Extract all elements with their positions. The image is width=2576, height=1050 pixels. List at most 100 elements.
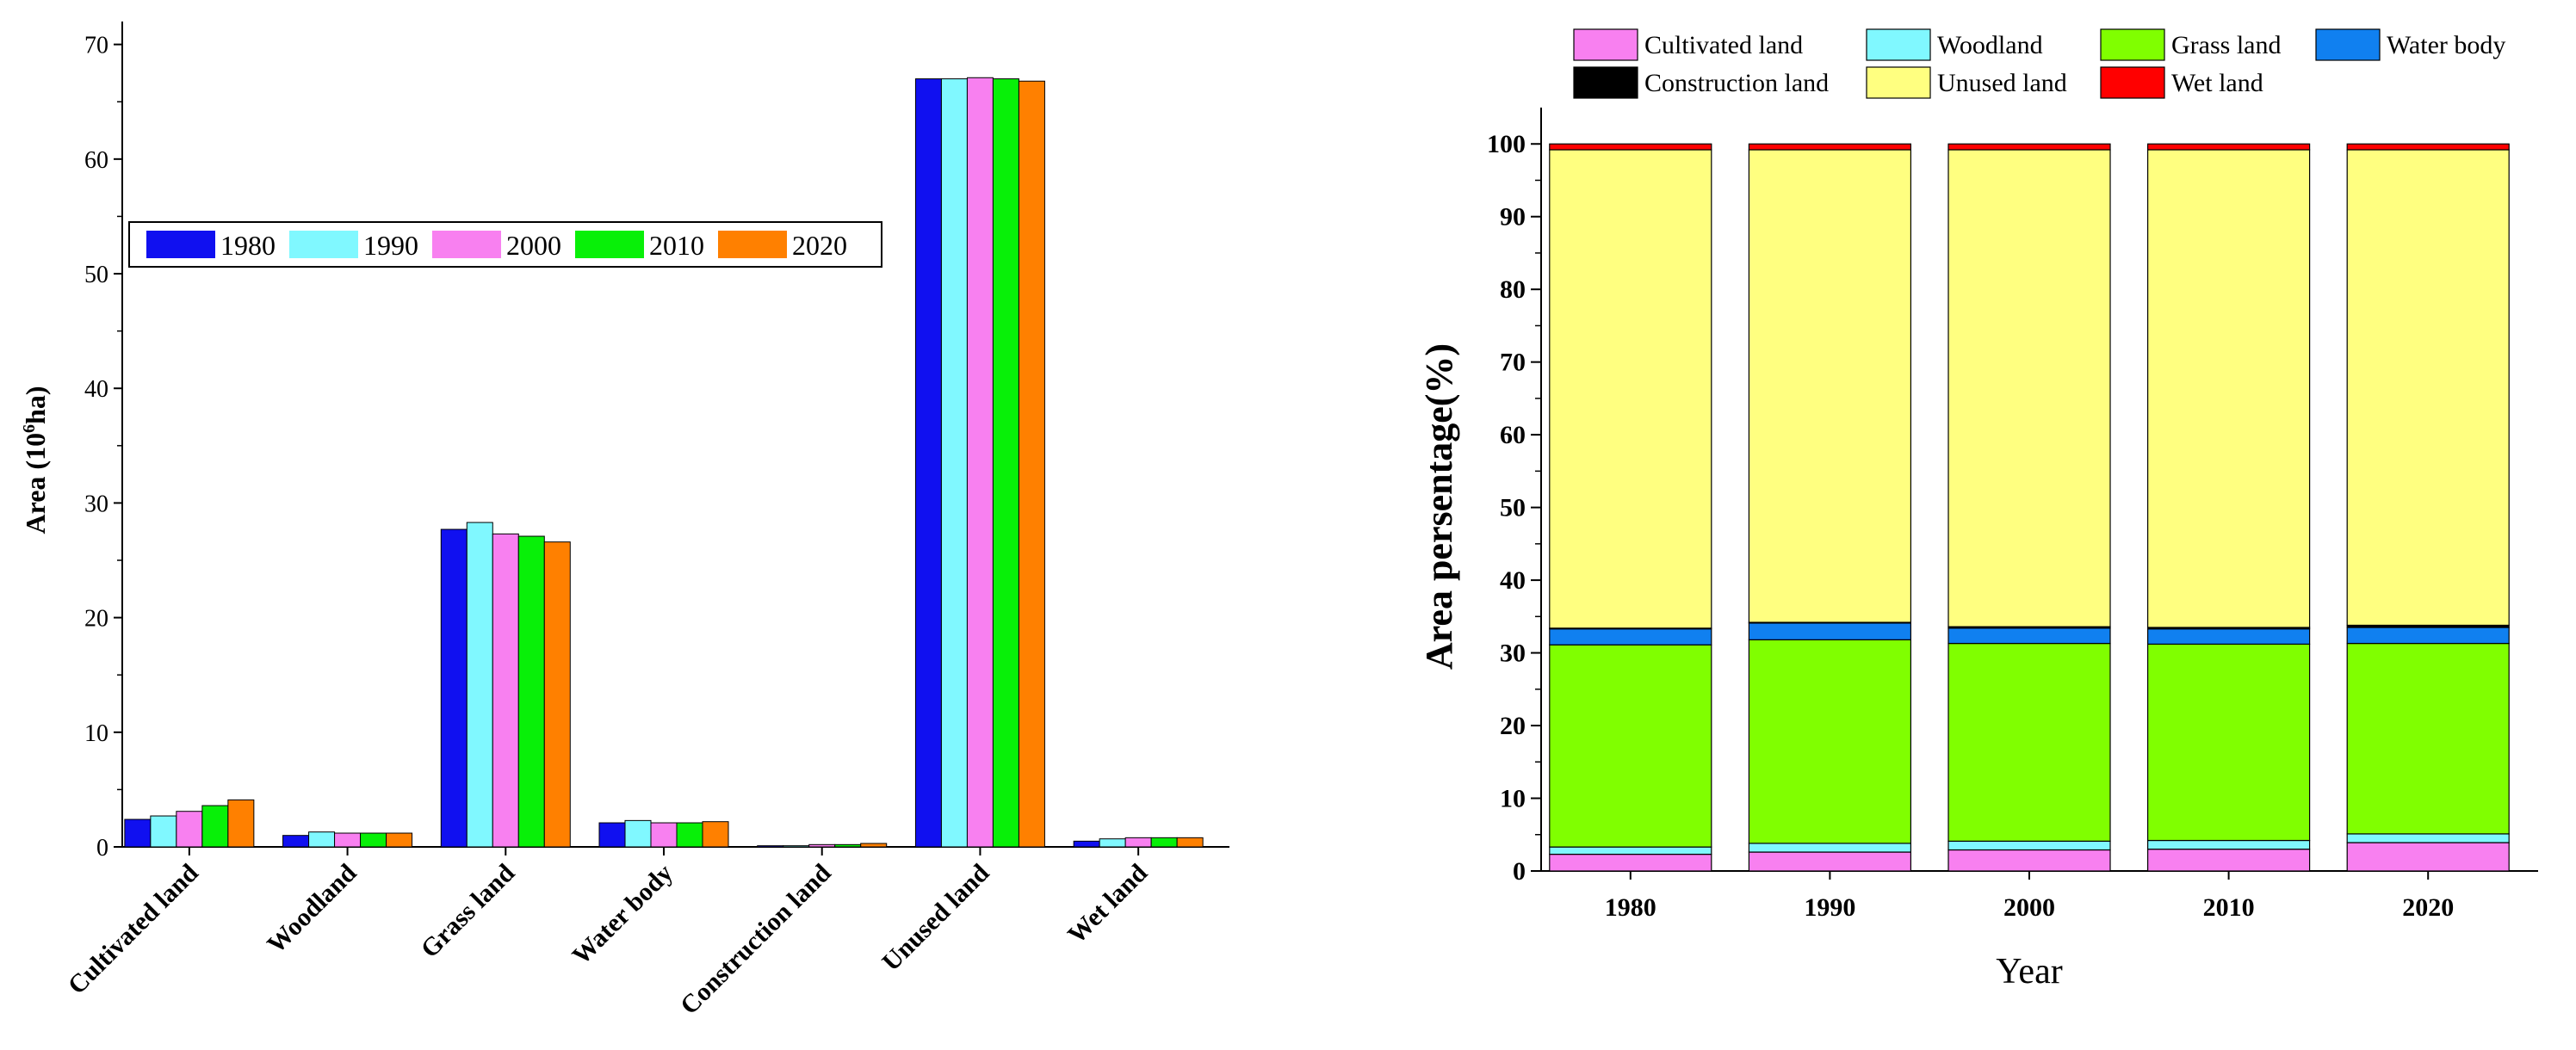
bar-2000-woodland — [1947, 840, 2111, 851]
bar-1980-unused-land — [1549, 149, 1712, 629]
bar-unused-land-1980 — [914, 78, 942, 848]
legend-swatch-1990 — [289, 231, 358, 258]
bar-water-body-2000 — [650, 822, 678, 848]
bar-unused-land-2000 — [966, 77, 994, 848]
bar-2000-unused-land — [1947, 149, 2111, 627]
y-tick-label-20: 20 — [84, 606, 108, 633]
bar-1990-unused-land — [1748, 149, 1912, 623]
bar-woodland-2000 — [334, 832, 362, 848]
bar-wet-land-2010 — [1150, 837, 1178, 848]
legend-label-construction-land: Construction land — [1644, 69, 1829, 97]
bar-construction-land-1980 — [757, 845, 784, 848]
x-tick-label-grass-land: Grass land — [415, 858, 520, 963]
bar-cultivated-land-1980 — [124, 818, 152, 848]
y-tick-label-90: 90 — [1500, 203, 1526, 232]
bar-2020-cultivated-land — [2346, 842, 2510, 872]
bar-1980-woodland — [1549, 846, 1712, 855]
bar-1980-cultivated-land — [1549, 853, 1712, 872]
bar-water-body-1980 — [598, 822, 626, 848]
bar-2000-grass-land — [1947, 642, 2111, 842]
y-tick-label-70: 70 — [84, 33, 108, 59]
bar-grass-land-2020 — [543, 541, 571, 848]
legend-swatch-water-body — [2315, 28, 2381, 61]
legend-label-2000: 2000 — [506, 230, 561, 261]
y-tick-label-0: 0 — [1513, 857, 1526, 886]
bar-2020-unused-land — [2346, 149, 2510, 627]
bar-construction-land-1990 — [783, 845, 810, 848]
y-tick-label-50: 50 — [1500, 494, 1526, 522]
legend-label-1980: 1980 — [220, 230, 276, 261]
y-tick-label-60: 60 — [84, 147, 108, 174]
legend-swatch-2000 — [432, 231, 501, 258]
bar-grass-land-1980 — [440, 528, 468, 848]
bar-grass-land-1990 — [466, 522, 493, 848]
y-axis-title: Area (106ha) — [20, 386, 51, 534]
legend-swatch-cultivated-land — [1573, 28, 1638, 61]
bar-wet-land-2020 — [1176, 837, 1204, 848]
bar-1990-wet-land — [1748, 143, 1912, 151]
bar-woodland-2010 — [360, 832, 387, 848]
bar-cultivated-land-2000 — [176, 811, 203, 848]
legend-swatch-1980 — [146, 231, 215, 258]
y-axis-title: Area persentage(%) — [1418, 343, 1460, 670]
bar-woodland-1990 — [308, 831, 336, 848]
bar-1990-water-body — [1748, 622, 1912, 640]
bar-wet-land-2000 — [1124, 837, 1152, 848]
y-tick-label-20: 20 — [1500, 712, 1526, 740]
legend-swatch-construction-land — [1573, 66, 1638, 99]
bar-1980-wet-land — [1549, 143, 1712, 151]
bar-1980-water-body — [1549, 628, 1712, 645]
y-tick-label-30: 30 — [1500, 639, 1526, 668]
bar-2010-cultivated-land — [2147, 849, 2311, 872]
bar-water-body-1990 — [624, 819, 652, 848]
x-tick-label-construction-land: Construction land — [675, 858, 837, 1020]
legend-swatch-unused-land — [1866, 66, 1931, 99]
bar-cultivated-land-2020 — [227, 799, 255, 848]
y-tick-label-30: 30 — [84, 491, 108, 517]
bar-woodland-1980 — [282, 835, 310, 848]
bar-1980-grass-land — [1549, 644, 1712, 848]
bar-construction-land-2020 — [860, 843, 888, 848]
x-tick-label-1990: 1990 — [1804, 893, 1855, 922]
bar-2010-woodland — [2147, 839, 2311, 850]
bar-2000-wet-land — [1947, 143, 2111, 151]
bar-water-body-2010 — [676, 822, 703, 848]
y-tick-label-100: 100 — [1487, 130, 1526, 158]
x-tick-label-2000: 2000 — [2003, 893, 2055, 922]
y-tick-label-40: 40 — [84, 376, 108, 403]
bar-2020-woodland — [2346, 833, 2510, 843]
legend-label-wet-land: Wet land — [2171, 69, 2263, 97]
bar-2020-wet-land — [2346, 143, 2510, 151]
y-tick-label-80: 80 — [1500, 275, 1526, 304]
bar-2010-water-body — [2147, 628, 2311, 645]
legend-label-2010: 2010 — [649, 230, 704, 261]
x-axis-title: Year — [1996, 952, 2062, 991]
y-tick-label-40: 40 — [1500, 566, 1526, 595]
bar-2020-grass-land — [2346, 642, 2510, 835]
legend-label-1990: 1990 — [363, 230, 418, 261]
bar-cultivated-land-1990 — [150, 815, 177, 848]
bar-2010-wet-land — [2147, 143, 2311, 151]
x-tick-label-water-body: Water body — [567, 859, 678, 971]
x-tick-label-unused-land: Unused land — [876, 858, 994, 976]
bar-construction-land-2000 — [808, 843, 836, 848]
bar-1990-woodland — [1748, 843, 1912, 853]
bar-wet-land-1980 — [1073, 840, 1100, 848]
bar-1990-cultivated-land — [1748, 851, 1912, 872]
y-tick-label-60: 60 — [1500, 421, 1526, 449]
bar-2010-grass-land — [2147, 643, 2311, 842]
y-tick-label-70: 70 — [1500, 349, 1526, 377]
y-tick-label-10: 10 — [84, 720, 108, 747]
x-tick-label-wet-land: Wet land — [1062, 858, 1153, 948]
legend-swatch-2020 — [718, 231, 787, 258]
legend-label-woodland: Woodland — [1937, 31, 2043, 59]
left-grouped-bar-chart: 0 10 20 30 40 50 60 70 Area (106ha) Cultivated la… — [20, 22, 1229, 1020]
bar-unused-land-1990 — [940, 78, 968, 848]
legend-label-water-body: Water body — [2387, 31, 2505, 59]
bar-unused-land-2020 — [1018, 80, 1045, 848]
x-tick-label-cultivated-land: Cultivated land — [63, 858, 204, 999]
y-tick-label-0: 0 — [96, 835, 108, 862]
legend-label-grass-land: Grass land — [2171, 31, 2281, 59]
legend-swatch-grass-land — [2100, 28, 2165, 61]
